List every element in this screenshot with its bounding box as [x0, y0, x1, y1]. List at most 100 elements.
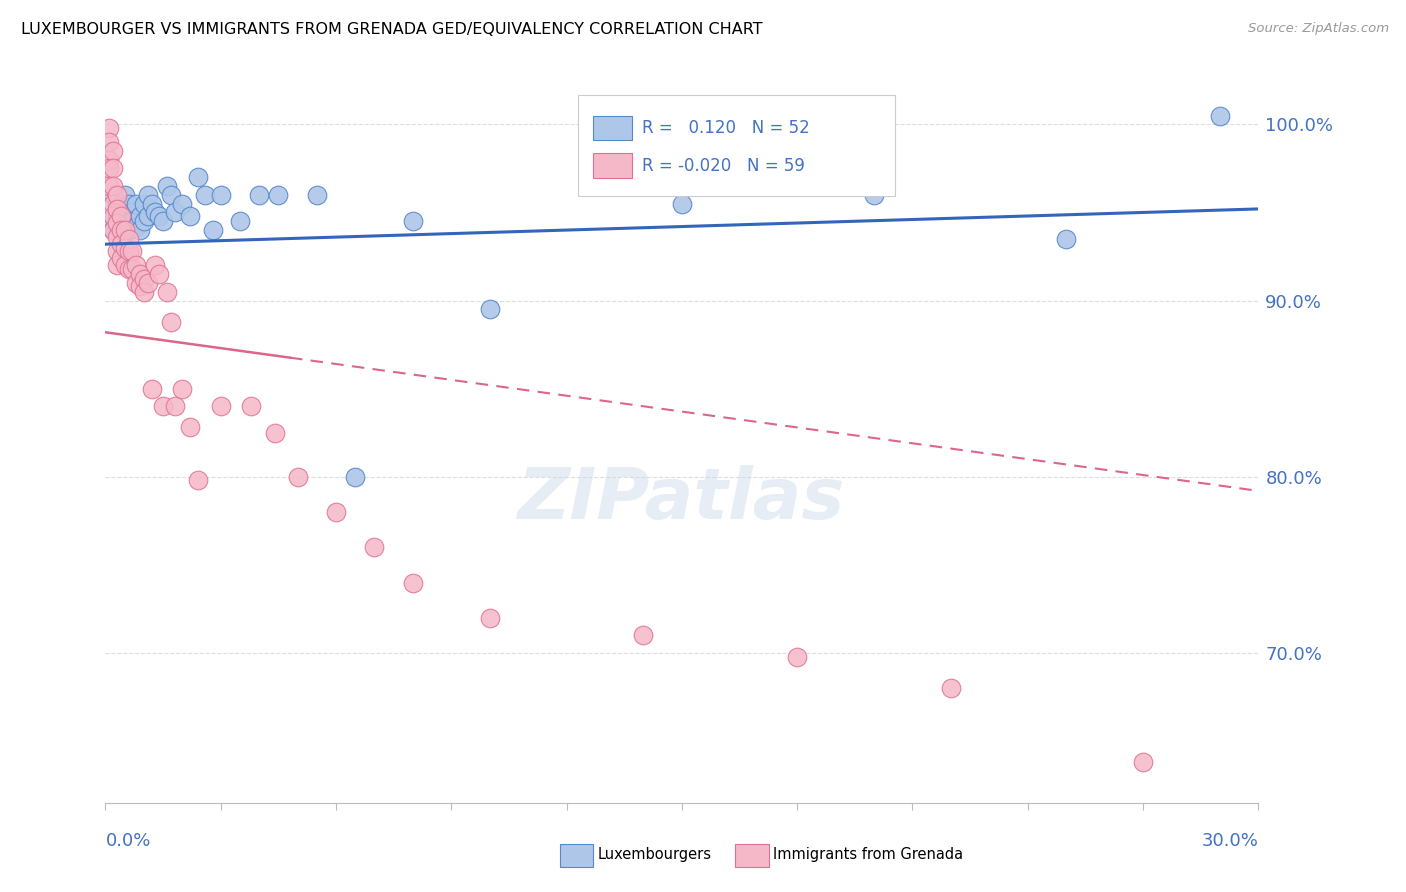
- Point: [125, 276, 148, 290]
- Point: [132, 214, 155, 228]
- Text: Immigrants from Grenada: Immigrants from Grenada: [773, 847, 963, 862]
- Point: [101, 187, 124, 202]
- Point: [179, 209, 201, 223]
- Point: [98, 153, 121, 167]
- Point: [209, 187, 232, 202]
- Point: [141, 382, 163, 396]
- Point: [633, 628, 655, 642]
- Point: [141, 196, 163, 211]
- Point: [117, 223, 139, 237]
- Point: [363, 541, 385, 555]
- Point: [156, 179, 179, 194]
- Point: [114, 187, 136, 202]
- Point: [287, 470, 309, 484]
- Text: Source: ZipAtlas.com: Source: ZipAtlas.com: [1249, 22, 1389, 36]
- Point: [1054, 232, 1077, 246]
- Point: [114, 202, 136, 216]
- Point: [105, 214, 128, 228]
- Point: [121, 261, 143, 276]
- Point: [101, 144, 124, 158]
- Point: [240, 399, 263, 413]
- Point: [121, 205, 143, 219]
- Point: [101, 209, 124, 223]
- Point: [152, 399, 174, 413]
- Point: [152, 214, 174, 228]
- Text: R = -0.020   N = 59: R = -0.020 N = 59: [641, 156, 804, 175]
- Point: [209, 399, 232, 413]
- Point: [402, 214, 425, 228]
- Point: [121, 214, 143, 228]
- Point: [110, 252, 132, 266]
- Point: [478, 302, 501, 317]
- Point: [114, 241, 136, 255]
- Point: [148, 209, 170, 223]
- Point: [159, 187, 181, 202]
- Point: [117, 244, 139, 259]
- Point: [117, 196, 139, 211]
- Point: [101, 223, 124, 237]
- Text: R =   0.120   N = 52: R = 0.120 N = 52: [641, 119, 810, 137]
- Point: [402, 575, 425, 590]
- Point: [98, 179, 121, 194]
- Point: [132, 196, 155, 211]
- Point: [163, 399, 186, 413]
- Point: [179, 420, 201, 434]
- Point: [105, 230, 128, 244]
- Point: [202, 223, 225, 237]
- Point: [98, 135, 121, 149]
- Point: [163, 205, 186, 219]
- Point: [229, 214, 252, 228]
- Point: [263, 425, 285, 440]
- Point: [136, 187, 159, 202]
- Point: [159, 315, 181, 329]
- Point: [194, 187, 217, 202]
- Text: Luxembourgers: Luxembourgers: [598, 847, 711, 862]
- Point: [98, 161, 121, 176]
- Point: [148, 267, 170, 281]
- Point: [110, 237, 132, 252]
- Point: [101, 161, 124, 176]
- Point: [117, 261, 139, 276]
- Point: [344, 470, 367, 484]
- FancyBboxPatch shape: [593, 153, 633, 178]
- Point: [1132, 756, 1154, 770]
- Point: [125, 219, 148, 234]
- Point: [172, 196, 194, 211]
- Point: [117, 232, 139, 246]
- Point: [98, 120, 121, 135]
- Point: [939, 681, 962, 696]
- Point: [129, 209, 152, 223]
- Point: [305, 187, 328, 202]
- Point: [121, 244, 143, 259]
- Point: [105, 202, 128, 216]
- Point: [145, 205, 167, 219]
- Point: [105, 216, 128, 230]
- Point: [110, 223, 132, 237]
- Text: 0.0%: 0.0%: [105, 831, 150, 850]
- Point: [145, 258, 167, 272]
- Point: [105, 205, 128, 219]
- Point: [1209, 109, 1232, 123]
- Text: 30.0%: 30.0%: [1202, 831, 1258, 850]
- Point: [101, 179, 124, 194]
- Text: ZIPatlas: ZIPatlas: [519, 465, 845, 533]
- Point: [110, 223, 132, 237]
- Point: [110, 209, 132, 223]
- Point: [105, 244, 128, 259]
- Point: [105, 196, 128, 211]
- Point: [478, 611, 501, 625]
- Point: [117, 209, 139, 223]
- Point: [325, 505, 347, 519]
- Point: [132, 272, 155, 286]
- Point: [156, 285, 179, 299]
- Point: [129, 223, 152, 237]
- Point: [98, 214, 121, 228]
- Point: [786, 649, 808, 664]
- Point: [110, 196, 132, 211]
- Point: [136, 276, 159, 290]
- FancyBboxPatch shape: [578, 95, 896, 196]
- Point: [187, 473, 209, 487]
- Point: [172, 382, 194, 396]
- Point: [105, 187, 128, 202]
- Point: [671, 196, 693, 211]
